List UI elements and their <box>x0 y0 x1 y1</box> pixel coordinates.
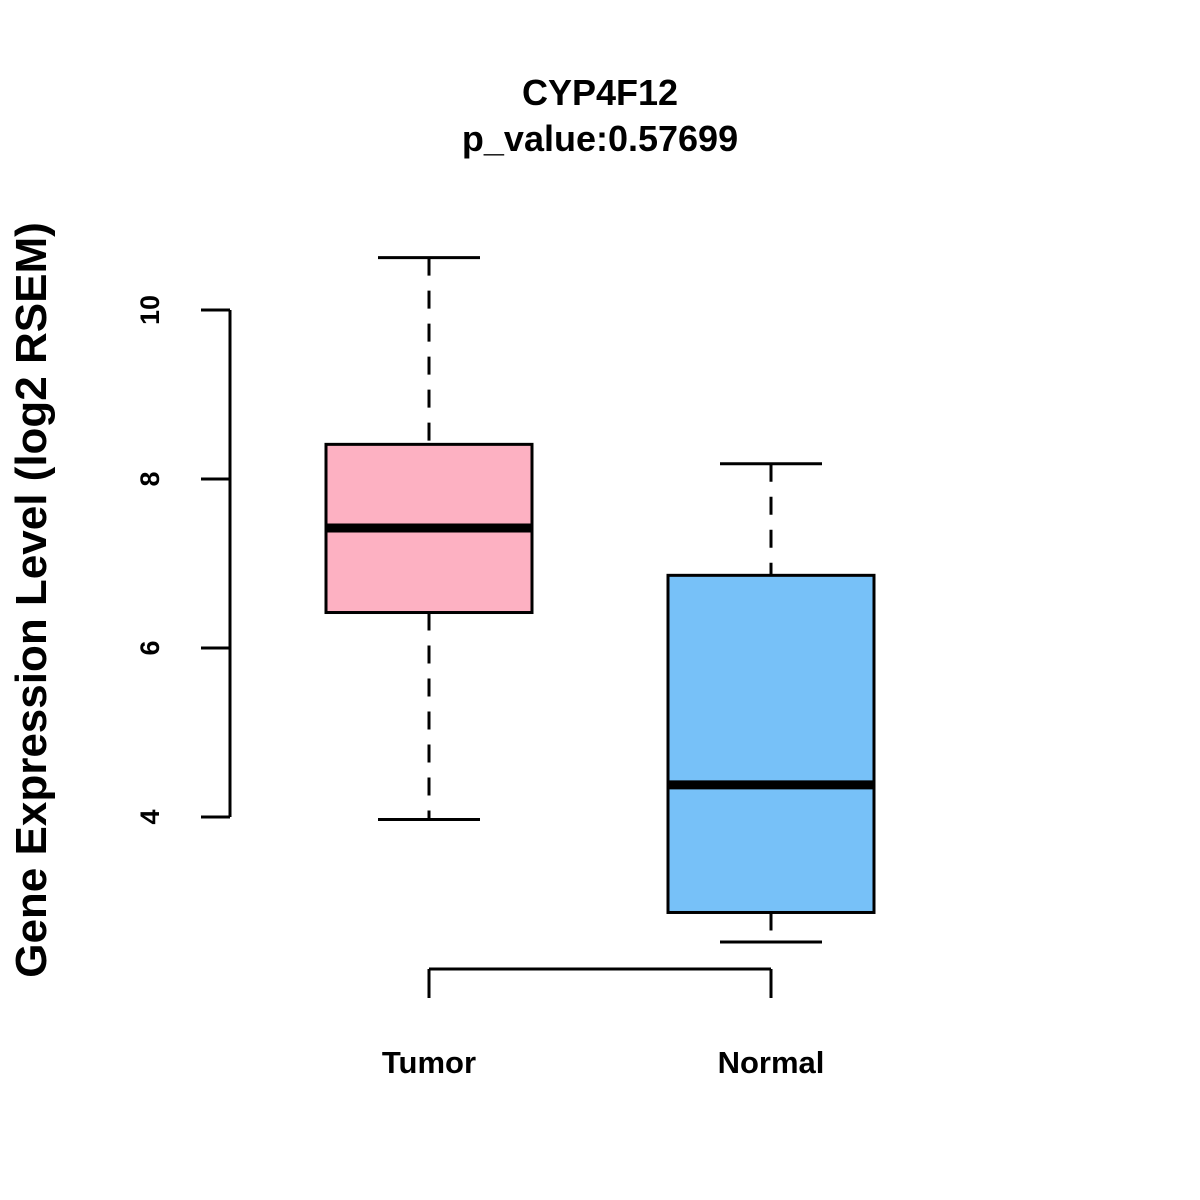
chart-subtitle: p_value:0.57699 <box>462 118 738 159</box>
y-axis-label: Gene Expression Level (log2 RSEM) <box>7 222 56 978</box>
y-tick-label: 10 <box>135 295 165 325</box>
x-axis: Tumor Normal <box>382 967 825 1080</box>
y-tick-label: 8 <box>135 471 165 486</box>
x-tick-label: Normal <box>718 1045 825 1080</box>
iqr-box <box>666 573 876 914</box>
y-tick-label: 4 <box>135 809 165 824</box>
y-tick-label: 6 <box>135 640 165 655</box>
y-axis: 4 6 8 10 <box>135 295 232 825</box>
boxes-group <box>324 256 876 944</box>
chart-title: CYP4F12 <box>522 72 678 113</box>
x-tick-label: Tumor <box>382 1045 476 1080</box>
box-normal <box>666 462 876 944</box>
box-tumor <box>324 256 534 822</box>
